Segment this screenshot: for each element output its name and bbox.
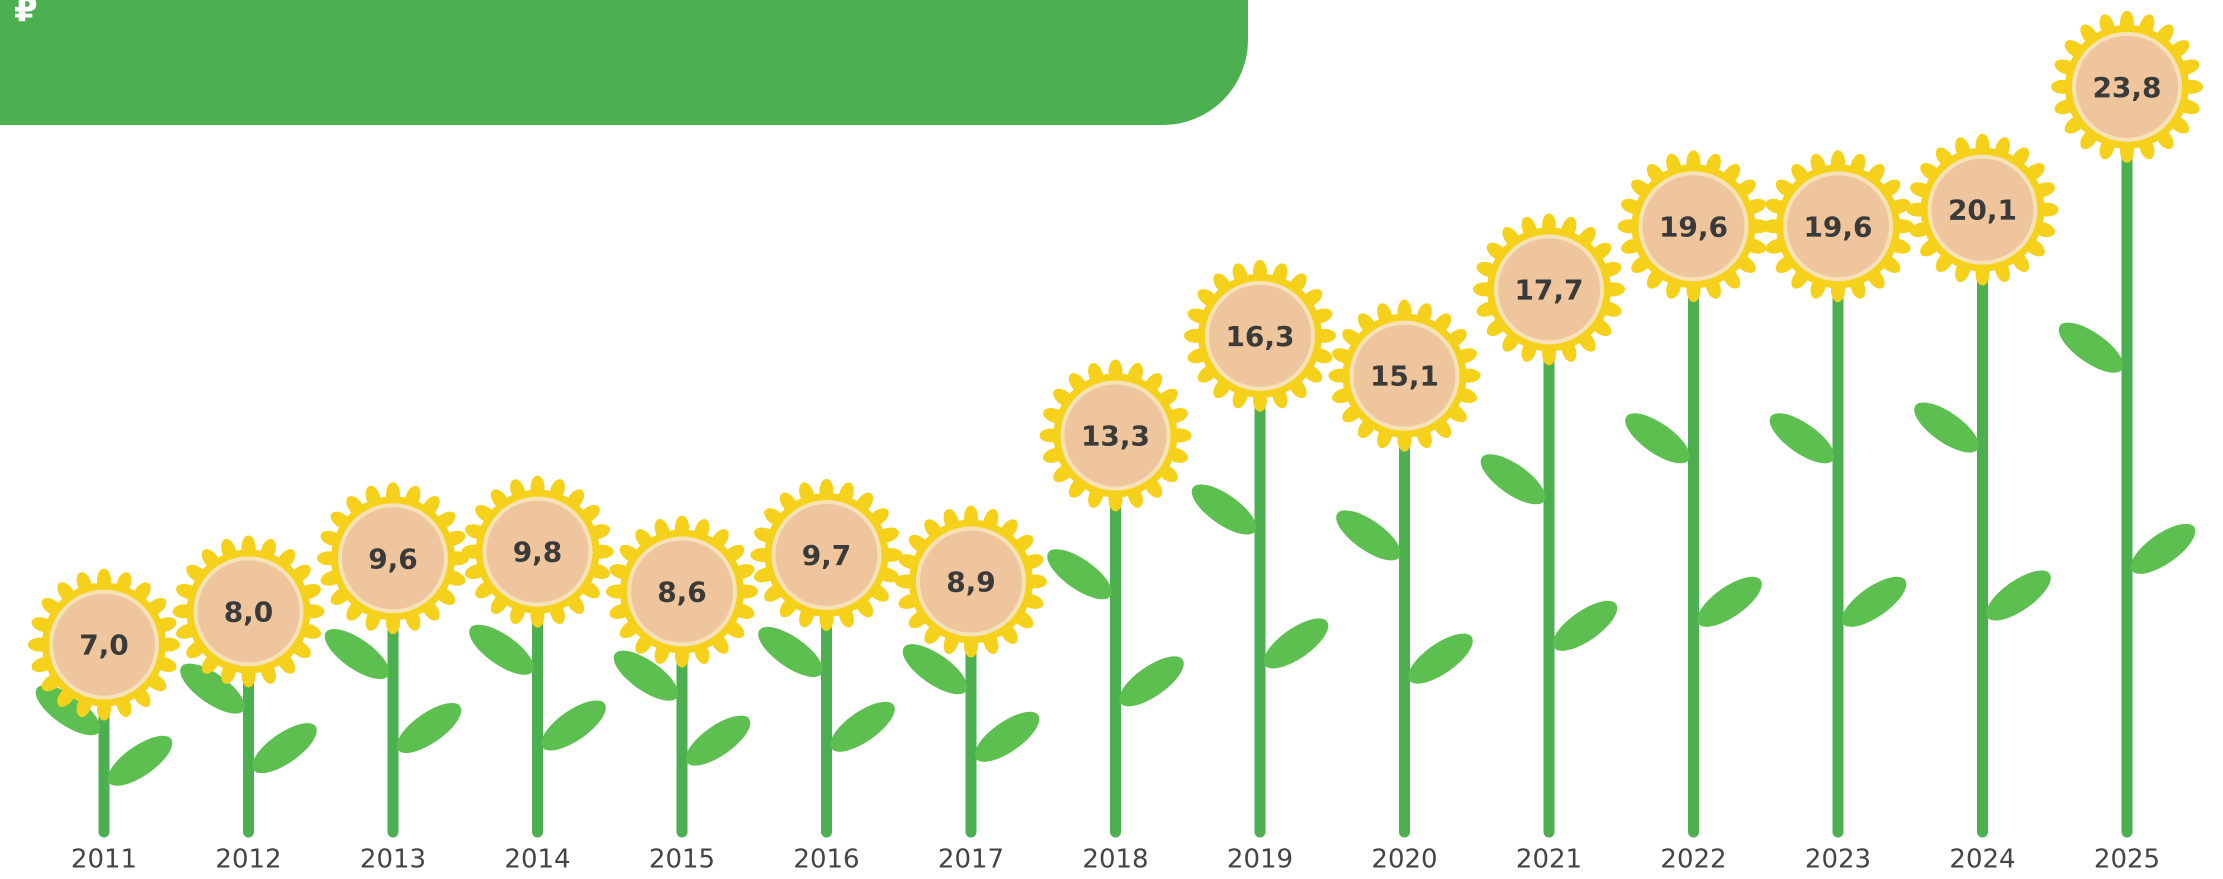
x-tick-label: 2021 <box>1516 845 1582 875</box>
leaf <box>613 650 679 701</box>
sunflower: 15,1 <box>1328 299 1481 838</box>
leaf <box>396 702 462 754</box>
flower-head <box>193 556 304 667</box>
value-label: 17,7 <box>1514 273 1583 306</box>
sunflower: 8,9 <box>895 505 1047 838</box>
flower-head <box>49 589 159 700</box>
flower-head <box>482 496 593 607</box>
x-tick-label: 2020 <box>1371 845 1437 875</box>
leaf <box>974 711 1040 762</box>
value-label: 20,1 <box>1948 194 2017 227</box>
leaf <box>1697 576 1762 627</box>
leaf <box>1480 454 1546 505</box>
value-label: 9,6 <box>368 542 418 575</box>
banner <box>0 0 1248 125</box>
sunflower: 23,8 <box>2051 10 2203 838</box>
leaf <box>469 624 534 675</box>
x-tick-label: 2018 <box>1082 845 1148 875</box>
value-label: 19,6 <box>1803 210 1872 243</box>
leaf <box>324 629 390 680</box>
flower-head <box>1494 234 1604 345</box>
leaf <box>1552 600 1618 651</box>
leaf <box>758 626 823 677</box>
sunflower: 9,6 <box>317 482 469 838</box>
x-tick-label: 2022 <box>1660 845 1726 875</box>
leaf <box>1841 576 1907 627</box>
leaf <box>1336 510 1401 561</box>
leaf <box>1986 570 2051 621</box>
x-tick-label: 2014 <box>504 845 570 875</box>
flower-head <box>916 526 1026 637</box>
leaf <box>1914 402 1979 453</box>
leaf <box>1408 633 1473 684</box>
leaf <box>541 700 606 751</box>
x-tick-label: 2012 <box>215 845 281 875</box>
sunflower: 19,6 <box>1617 150 1770 838</box>
leaf <box>35 685 101 736</box>
sunflower: 16,3 <box>1184 259 1336 838</box>
value-label: 19,6 <box>1659 210 1728 243</box>
leaf <box>1191 484 1257 535</box>
x-tick-label: 2024 <box>1949 845 2015 875</box>
leaf <box>2058 322 2124 373</box>
leaf <box>2130 523 2196 574</box>
leaf <box>1263 618 1329 669</box>
leaf <box>1047 549 1112 600</box>
value-label: 15,1 <box>1370 360 1439 393</box>
value-label: 8,0 <box>224 595 274 628</box>
x-tick-label: 2017 <box>938 845 1004 875</box>
leaf <box>685 715 751 766</box>
flower-head <box>338 503 448 614</box>
sunflower: 7,0 <box>28 568 180 838</box>
leaf <box>107 735 173 786</box>
leaf <box>902 644 968 695</box>
leaf <box>830 701 895 752</box>
value-label: 8,6 <box>657 575 707 608</box>
flower-head <box>1060 380 1171 491</box>
flower-head <box>627 536 737 647</box>
flower-head <box>1205 280 1315 391</box>
leaf <box>1119 656 1184 707</box>
x-tick-label: 2023 <box>1805 845 1871 875</box>
leaf <box>180 663 245 714</box>
leaf <box>1769 413 1835 464</box>
flower-head <box>1638 171 1749 282</box>
value-label: 9,8 <box>513 536 563 569</box>
flower-head <box>771 499 882 610</box>
sunflower: 9,8 <box>461 475 614 838</box>
sunflower: 13,3 <box>1039 359 1192 838</box>
banner-text: ₽ <box>14 0 38 31</box>
flower-head <box>1927 154 2038 265</box>
value-label: 9,7 <box>802 539 852 572</box>
sunflower: 19,6 <box>1762 150 1914 838</box>
value-label: 7,0 <box>79 629 129 662</box>
x-tick-label: 2016 <box>793 845 859 875</box>
sunflower: 17,7 <box>1473 213 1625 838</box>
sunflower: 8,0 <box>172 535 325 838</box>
flower-head <box>1783 171 1893 282</box>
value-label: 23,8 <box>2092 71 2161 104</box>
flower-head <box>2072 31 2182 142</box>
leaf <box>252 723 317 774</box>
value-label: 13,3 <box>1081 419 1150 452</box>
sunflower: 8,6 <box>606 515 758 838</box>
value-label: 16,3 <box>1225 320 1294 353</box>
sunflower: 9,7 <box>750 478 903 838</box>
leaf <box>1625 413 1690 464</box>
flower-head <box>1349 320 1460 431</box>
value-label: 8,9 <box>946 566 996 599</box>
x-tick-label: 2019 <box>1227 845 1293 875</box>
sunflower: 20,1 <box>1906 133 2059 838</box>
x-tick-label: 2011 <box>71 845 137 875</box>
x-tick-label: 2015 <box>649 845 715 875</box>
x-tick-label: 2025 <box>2094 845 2160 875</box>
x-tick-label: 2013 <box>360 845 426 875</box>
